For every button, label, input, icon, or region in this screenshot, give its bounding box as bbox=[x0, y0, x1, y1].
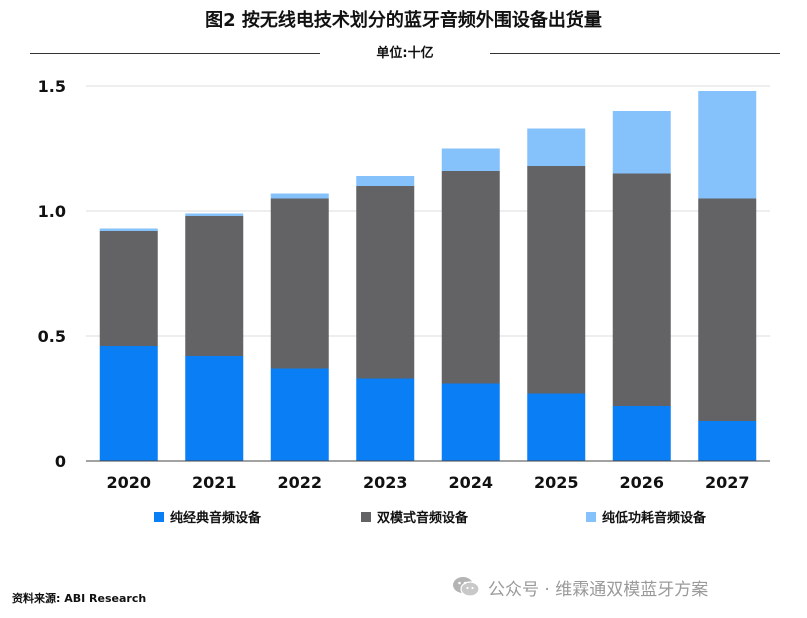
x-tick-label: 2027 bbox=[705, 473, 750, 492]
legend-item-low-energy: 纯低功耗音频设备 bbox=[586, 507, 706, 526]
bar-segment-classic bbox=[185, 356, 244, 461]
bar-segment-low-energy bbox=[441, 148, 500, 171]
bar-segment-classic bbox=[612, 406, 671, 461]
bar-segment-classic bbox=[270, 368, 329, 461]
unit-label: 单位:十亿 bbox=[376, 46, 434, 61]
bar-segment-low-energy bbox=[99, 228, 158, 231]
x-tick-label: 2022 bbox=[277, 473, 322, 492]
y-tick-label: 0.5 bbox=[38, 327, 66, 346]
bar-segment-classic bbox=[441, 383, 500, 461]
y-tick-label: 1.0 bbox=[38, 202, 66, 221]
x-tick-label: 2020 bbox=[106, 473, 151, 492]
bar-segment-dual-mode bbox=[698, 198, 757, 421]
bar-segment-low-energy bbox=[612, 111, 671, 174]
legend-swatch-classic bbox=[154, 511, 164, 522]
chart-title: 图2 按无线电技术划分的蓝牙音频外围设备出货量 bbox=[205, 10, 602, 31]
bar-segment-low-energy bbox=[270, 193, 329, 199]
bar-segment-dual-mode bbox=[185, 216, 244, 356]
watermark: 公众号 · 维霖通双模蓝牙方案 bbox=[452, 574, 708, 600]
unit-row: 单位:十亿 bbox=[30, 40, 780, 66]
bar-segment-classic bbox=[99, 346, 158, 461]
bar-segment-classic bbox=[698, 421, 757, 461]
x-tick-label: 2024 bbox=[448, 473, 493, 492]
legend-label-dual-mode: 双模式音频设备 bbox=[377, 511, 469, 526]
x-tick-label: 2023 bbox=[363, 473, 408, 492]
y-tick-label: 0 bbox=[55, 452, 66, 471]
legend-swatch-dual-mode bbox=[361, 511, 371, 522]
unit-divider-right bbox=[490, 53, 780, 54]
bar-segment-dual-mode bbox=[99, 231, 158, 346]
chart-plot: 0 0.5 1.0 1.5 2020 2021 2022 2023 2024 2025 2026 20… bbox=[38, 77, 770, 492]
legend-item-classic: 纯经典音频设备 bbox=[154, 507, 261, 526]
bar-segment-dual-mode bbox=[612, 173, 671, 406]
bar-segment-classic bbox=[527, 393, 586, 461]
bar-segment-low-energy bbox=[356, 176, 415, 186]
wechat-icon bbox=[453, 577, 480, 597]
bar-segment-dual-mode bbox=[527, 166, 586, 394]
legend-item-dual-mode: 双模式音频设备 bbox=[361, 507, 468, 526]
bar-segment-low-energy bbox=[185, 213, 244, 216]
x-tick-label: 2025 bbox=[534, 473, 579, 492]
chart-legend: 纯经典音频设备 双模式音频设备 纯低功耗音频设备 bbox=[0, 507, 807, 529]
source-note: 资料来源: ABI Research bbox=[12, 592, 147, 605]
x-tick-label: 2021 bbox=[192, 473, 237, 492]
x-tick-label: 2026 bbox=[619, 473, 664, 492]
bar-segment-low-energy bbox=[698, 91, 757, 199]
bar-segment-low-energy bbox=[527, 128, 586, 166]
y-tick-label: 1.5 bbox=[38, 77, 66, 96]
bar-segment-dual-mode bbox=[270, 198, 329, 369]
bar-segment-classic bbox=[356, 378, 415, 461]
unit-divider-left bbox=[30, 53, 320, 54]
bar-segment-dual-mode bbox=[356, 186, 415, 379]
watermark-text: 公众号 · 维霖通双模蓝牙方案 bbox=[488, 579, 709, 600]
legend-label-low-energy: 纯低功耗音频设备 bbox=[602, 511, 707, 526]
bar-segment-dual-mode bbox=[441, 171, 500, 384]
legend-swatch-low-energy bbox=[586, 511, 596, 522]
legend-label-classic: 纯经典音频设备 bbox=[170, 511, 262, 526]
